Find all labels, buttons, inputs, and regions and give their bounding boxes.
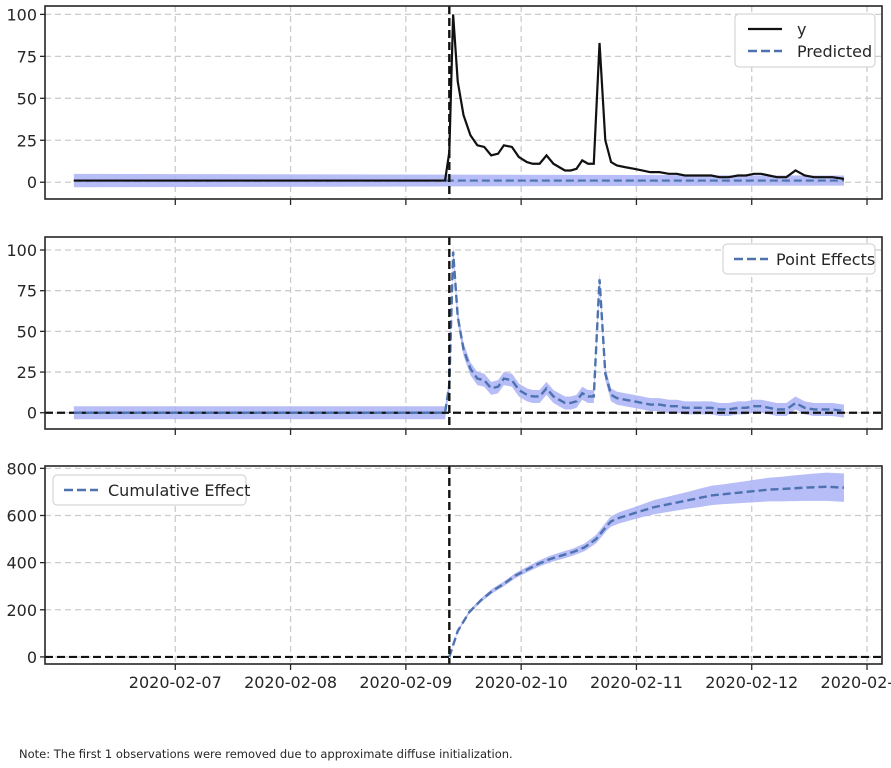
- axes-frame: [44, 465, 883, 665]
- legend: y Predicted: [734, 13, 876, 68]
- observed-vs-predicted-panel: 0 25 50 75 100 y Predicted: [6, 5, 883, 205]
- x-tick-label: 2020-02-13: [821, 673, 891, 692]
- point-effects-ci-band: [73, 245, 844, 420]
- y-tick-label: 75: [17, 47, 37, 66]
- x-tick-label: 2020-02-08: [244, 673, 337, 692]
- x-tick-label: 2020-02-12: [705, 673, 798, 692]
- legend-frame: [734, 13, 876, 68]
- point-effects-panel: 0 25 50 75 100 Point Effects: [6, 236, 883, 435]
- y-axis: 0 25 50 75 100: [6, 241, 45, 423]
- legend-label-predicted: Predicted: [797, 42, 872, 61]
- series-lines: [45, 485, 882, 659]
- confidence-band: [73, 245, 844, 420]
- x-axis: 2020-02-07 2020-02-08 2020-02-09 2020-02-10…: [129, 664, 891, 692]
- series-lines: [45, 251, 882, 414]
- y-tick-label: 100: [6, 241, 37, 260]
- legend: Cumulative Effect: [52, 474, 250, 506]
- legend: Point Effects: [722, 243, 876, 275]
- x-axis: [174, 429, 868, 435]
- y-axis: 0 25 50 75 100: [6, 5, 45, 192]
- legend-label-y: y: [797, 20, 806, 39]
- y-tick-label: 75: [17, 282, 37, 301]
- y-tick-label: 50: [17, 322, 37, 341]
- legend-frame: [52, 474, 247, 506]
- x-tick-label: 2020-02-09: [359, 673, 452, 692]
- legend-frame: [722, 243, 876, 275]
- y-tick-label: 0: [27, 173, 37, 192]
- y-tick-label: 100: [6, 5, 37, 24]
- y-tick-label: 600: [6, 507, 37, 526]
- confidence-band: [449, 472, 844, 657]
- x-tick-label: 2020-02-10: [475, 673, 568, 692]
- y-tick-label: 0: [27, 648, 37, 667]
- y-tick-label: 200: [6, 601, 37, 620]
- x-tick-label: 2020-02-11: [590, 673, 683, 692]
- grid: [45, 466, 882, 664]
- y-tick-label: 25: [17, 363, 37, 382]
- x-tick-label: 2020-02-07: [129, 673, 222, 692]
- series-lines: [73, 14, 845, 182]
- x-axis: [174, 199, 868, 205]
- y-axis: 0 200 400 600 800: [6, 459, 45, 667]
- y-tick-label: 0: [27, 404, 37, 423]
- cumulative-ci-band: [449, 472, 844, 657]
- series-y: [73, 14, 845, 182]
- y-tick-label: 25: [17, 131, 37, 150]
- footnote: Note: The first 1 observations were remo…: [19, 747, 513, 761]
- series-point-effects: [73, 251, 845, 414]
- legend-label-point-effects: Point Effects: [776, 250, 875, 269]
- y-tick-label: 400: [6, 554, 37, 573]
- axes-frame: [44, 5, 883, 200]
- axes-frame: [44, 236, 883, 430]
- series-cumulative-effect: [448, 485, 845, 658]
- y-tick-label: 800: [6, 459, 37, 478]
- y-tick-label: 50: [17, 89, 37, 108]
- legend-label-cumulative-effect: Cumulative Effect: [108, 481, 250, 500]
